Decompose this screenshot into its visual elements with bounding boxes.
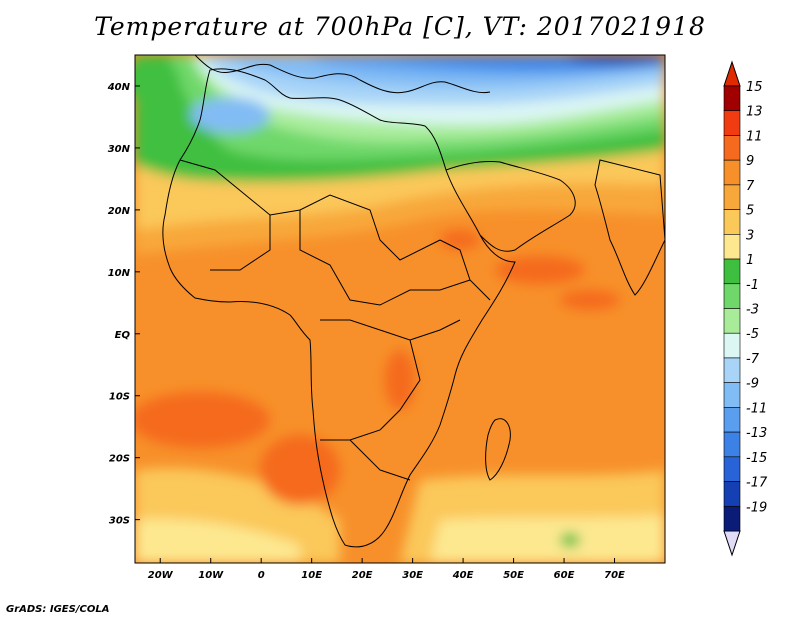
colorbar-swatch [723,209,741,235]
colorbar-swatch [723,456,741,482]
colorbar-bottom-arrow [723,530,741,557]
colorbar-swatch [723,382,741,408]
colorbar-level-label: 11 [746,129,763,144]
colorbar-level-label: -1 [746,278,759,293]
colorbar-level-label: 5 [746,204,754,219]
colorbar-level-label: -13 [746,426,767,441]
colorbar-level-label: 9 [746,154,754,169]
colorbar-swatch [723,505,741,532]
colorbar-level-label: -3 [746,303,759,318]
colorbar-swatch [723,85,741,112]
lon-tick-label: 50E [503,570,524,581]
colorbar-swatch [723,481,741,507]
colorbar-top-arrow [723,60,741,87]
latitude-axis: 40N 30N 20N 10N EQ 10S 20S 30S [107,82,140,527]
colorbar-swatch [723,431,741,458]
lat-tick-label: 20S [109,454,130,465]
lon-tick-label: 20W [148,570,174,581]
colorbar-swatch [723,258,741,285]
colorbar-swatch [723,407,741,433]
colorbar-level-label: -17 [746,476,768,491]
colorbar-swatch [723,308,741,334]
colorbar-swatch [723,135,741,161]
temperature-field [135,55,665,563]
colorbar-level-label: 13 [746,105,763,120]
colorbar-level-label: -19 [746,500,767,515]
colorbar-level-label: 7 [746,179,755,194]
colorbar-level-label: 3 [746,228,754,243]
colorbar-level-label: 1 [746,253,754,268]
colorbar-swatch [723,234,741,260]
lat-tick-label: 10S [109,392,130,403]
colorbar-level-label: -5 [746,327,759,342]
lon-tick-label: 30E [402,570,423,581]
map-frame [134,54,666,564]
colorbar-swatch [723,110,741,136]
lon-tick-label: 20E [352,570,373,581]
lat-tick-label: 20N [108,206,131,217]
lon-tick-label: 10W [198,570,224,581]
colorbar-level-label: -11 [746,401,767,416]
colorbar-level-label: -9 [746,377,759,392]
lat-tick-label: 30N [108,144,131,155]
colorbar-swatch [723,357,741,383]
colorbar-swatch [723,332,741,359]
colorbar-swatch [723,159,741,186]
colorbar-level-label: -7 [746,352,760,367]
coastline-outline [162,55,665,548]
colorbar-swatch [723,184,741,210]
lon-tick-label: 70E [604,570,625,581]
lat-tick-label: 10N [108,268,131,279]
map-title: Temperature at 700hPa [C], VT: 201702191… [94,12,706,41]
lat-tick-label: EQ [115,330,131,341]
longitude-axis: 20W 10W 0 10E 20E 30E 40E 50E 60E 70E [148,558,625,581]
credit-label: GrADS: IGES/COLA [6,604,110,615]
lon-tick-label: 0 [258,570,265,581]
colorbar-swatch [723,283,741,309]
lon-tick-label: 60E [554,570,575,581]
colorbar: 15 13 11 9 7 5 3 1 -1 -3 -5 -7 -9 -11 -13 -15 -17 -19 [723,60,768,557]
lon-tick-label: 40E [452,570,474,581]
lat-tick-label: 30S [109,516,130,527]
lat-tick-label: 40N [107,82,131,93]
colorbar-level-label: -15 [746,451,767,466]
lon-tick-label: 10E [301,570,322,581]
colorbar-level-label: 15 [746,80,763,95]
